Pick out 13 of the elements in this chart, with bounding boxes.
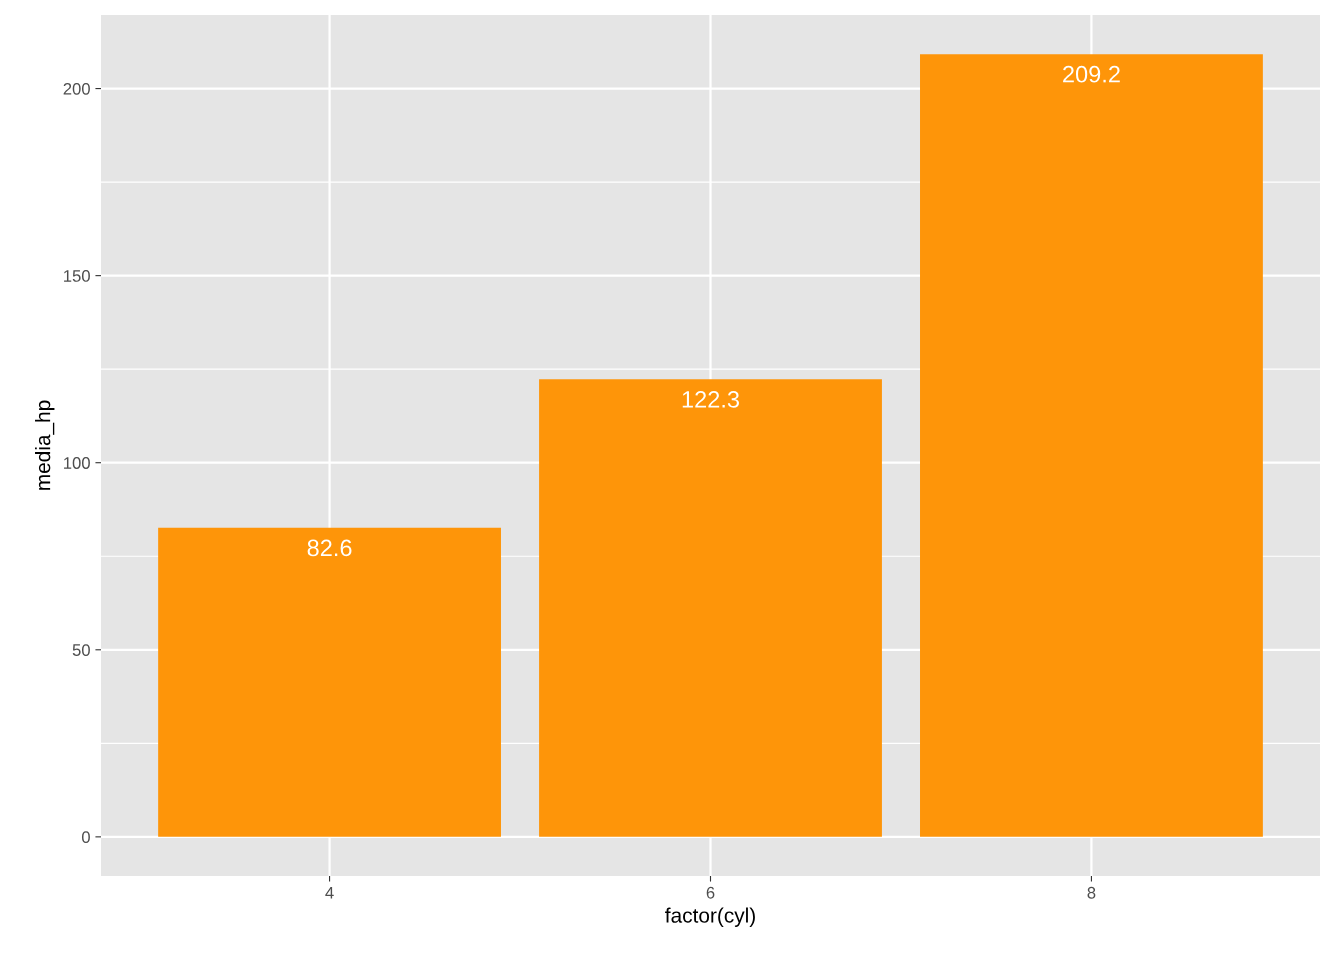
data-label: 209.2	[1063, 65, 1120, 83]
x-tick-label: 6	[706, 886, 715, 899]
y-tick-label: 200	[63, 82, 90, 95]
y-axis-title: media_hp	[35, 400, 55, 490]
y-tick-label: 50	[72, 644, 90, 656]
y-tick-label: 150	[64, 270, 90, 282]
x-axis-title: factor(cyl)	[665, 907, 755, 927]
data-label: 82.6	[307, 539, 352, 557]
y-tick-label: 0	[81, 831, 90, 844]
data-label: 122.3	[682, 391, 740, 408]
x-tick-label: 8	[1087, 886, 1096, 899]
x-tick-label: 4	[325, 887, 334, 899]
y-tick-label: 100	[64, 457, 90, 469]
